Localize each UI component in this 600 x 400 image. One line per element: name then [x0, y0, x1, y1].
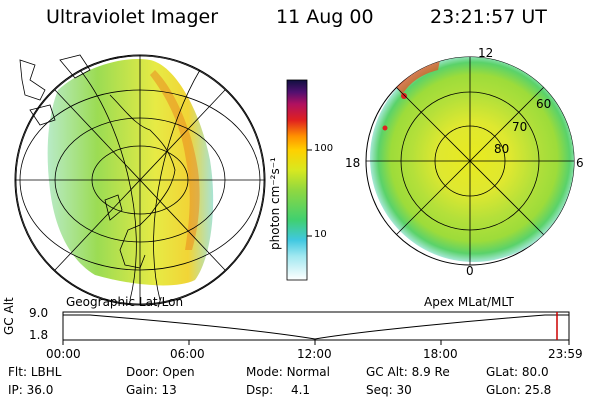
left-panel-label: Geographic Lat/Lon — [66, 295, 184, 309]
glat-info: GLat: 80.0 — [486, 365, 549, 379]
gc-alt-label: GC Alt: — [366, 365, 408, 379]
lat-label-80: 80 — [494, 142, 510, 156]
lat-lon-grid — [15, 55, 265, 305]
colorbar-label-100: 100 — [314, 143, 334, 154]
mode-info: Mode: Normal — [246, 365, 330, 379]
altitude-strip — [62, 311, 570, 345]
colorbar-label-10: 10 — [314, 229, 327, 240]
altitude-tick-max: 9.0 — [29, 306, 49, 320]
right-panel-label: Apex MLat/MLT — [424, 295, 514, 309]
gain-label: Gain: — [126, 383, 158, 397]
filter-label: Flt: — [8, 365, 27, 379]
glon-label: GLon: — [486, 383, 521, 397]
seq-value: 30 — [396, 383, 412, 397]
polar-plot — [365, 56, 575, 266]
gain-value: 13 — [161, 383, 177, 397]
time-tick-2359: 23:59 — [548, 347, 583, 361]
dsp-info: Dsp: 4.1 — [246, 383, 310, 397]
ip-info: IP: 36.0 — [8, 383, 53, 397]
seq-info: Seq: 30 — [366, 383, 412, 397]
polar-grid — [366, 57, 574, 265]
mode-label: Mode: — [246, 365, 283, 379]
altitude-axis-label: GC Alt — [2, 297, 16, 335]
instrument-title: Ultraviolet Imager — [46, 6, 219, 28]
mlt-label-18: 18 — [345, 156, 361, 170]
time-tick-0000: 00:00 — [46, 347, 81, 361]
glat-value: 80.0 — [521, 365, 549, 379]
door-info: Door: Open — [126, 365, 195, 379]
gain-info: Gain: 13 — [126, 383, 177, 397]
time-tick-0600: 06:00 — [170, 347, 205, 361]
mlt-label-12: 12 — [478, 46, 494, 60]
geographic-map — [14, 54, 266, 306]
ip-value: 36.0 — [26, 383, 54, 397]
mlt-label-0: 0 — [466, 264, 474, 278]
glat-label: GLat: — [486, 365, 519, 379]
aurora-emission-area — [47, 59, 214, 286]
mlt-label-6: 6 — [576, 156, 584, 170]
time-tick-1800: 18:00 — [423, 347, 458, 361]
colorbar-unit-label: photon cm⁻²s⁻¹ — [268, 157, 282, 250]
globe-limb — [14, 54, 266, 306]
seq-label: Seq: — [366, 383, 393, 397]
aurora-oval-arc — [150, 70, 200, 250]
image-time: 23:21:57 UT — [430, 6, 547, 28]
lat-label-70: 70 — [512, 120, 528, 134]
glon-value: 25.8 — [524, 383, 552, 397]
door-label: Door: — [126, 365, 159, 379]
filter-value: LBHL — [30, 365, 62, 379]
time-tick-1200: 12:00 — [297, 347, 332, 361]
coastlines — [19, 54, 176, 269]
altitude-curve — [63, 314, 569, 340]
door-value: Open — [162, 365, 195, 379]
glon-info: GLon: 25.8 — [486, 383, 551, 397]
polar-bright-spot — [395, 60, 440, 95]
dsp-label: Dsp: — [246, 383, 274, 397]
mode-value: Normal — [286, 365, 330, 379]
filter-info: Flt: LBHL — [8, 365, 61, 379]
polar-emission — [370, 57, 574, 262]
colorbar — [286, 79, 312, 281]
gc-alt-info: GC Alt: 8.9 Re — [366, 365, 450, 379]
gc-alt-value: 8.9 Re — [411, 365, 450, 379]
altitude-tick-min: 1.8 — [29, 328, 49, 342]
ip-label: IP: — [8, 383, 23, 397]
image-date: 11 Aug 00 — [276, 6, 374, 28]
dsp-value: 4.1 — [290, 383, 311, 397]
lat-label-60: 60 — [536, 97, 552, 111]
